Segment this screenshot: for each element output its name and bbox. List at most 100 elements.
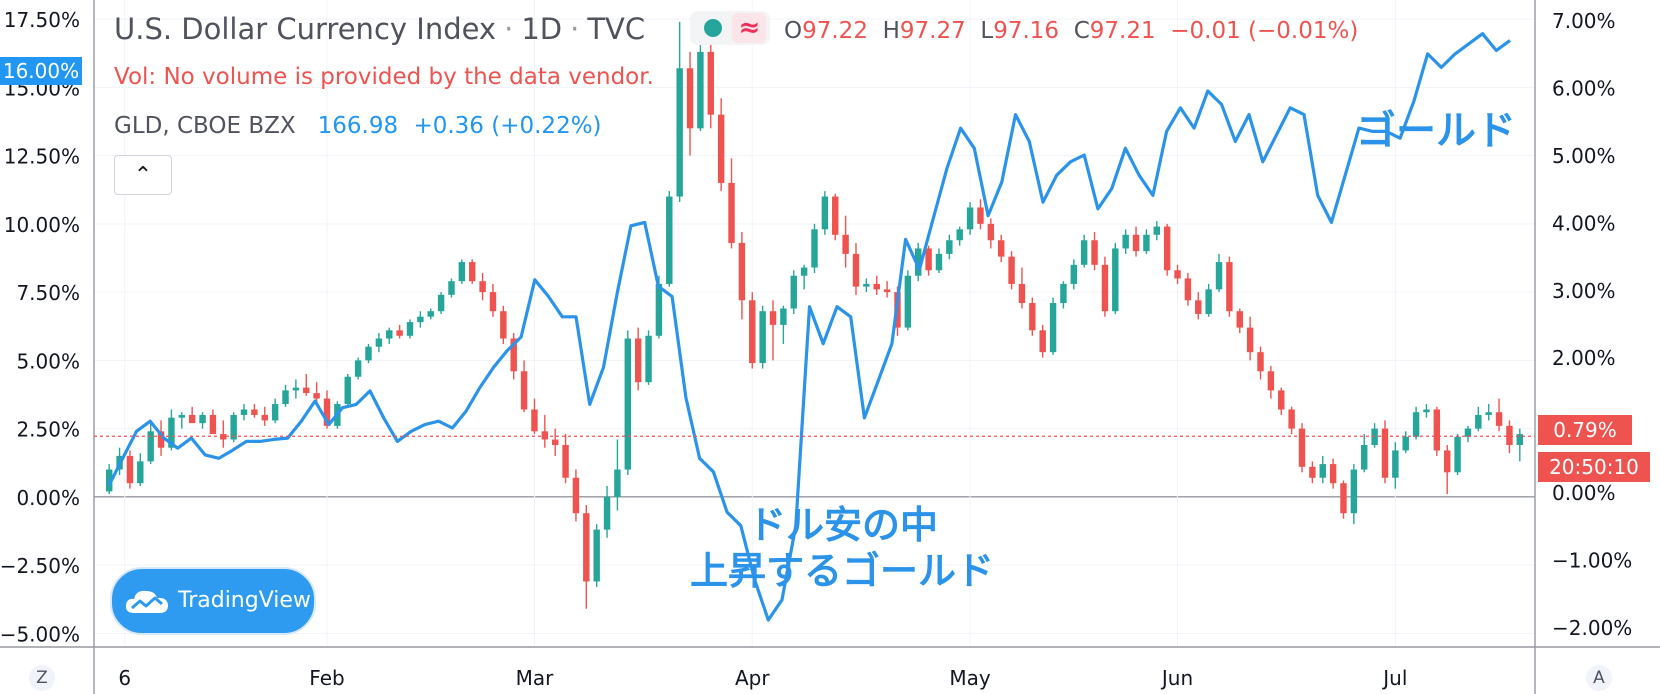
compare-value: 166.98 <box>317 113 399 139</box>
candle-body <box>396 330 403 336</box>
candle-body <box>1215 262 1223 290</box>
candle-body <box>873 283 880 290</box>
market-open-dot-icon <box>704 19 723 37</box>
candle-body <box>510 338 517 372</box>
right-axis-tick-label: 2.00% <box>1552 346 1616 370</box>
candle-body <box>489 292 497 312</box>
candle-body <box>883 289 891 293</box>
compare-symbol-name[interactable]: GLD, CBOE BZX <box>114 113 296 139</box>
candle-body <box>634 338 642 383</box>
right-axis-tick-label: 5.00% <box>1552 144 1616 168</box>
candle-body <box>417 316 424 323</box>
left-axis-tick-label: 10.00% <box>4 213 80 237</box>
candle-body <box>1381 428 1389 478</box>
candle-body <box>427 311 434 317</box>
candle-body <box>1329 464 1337 484</box>
candle-body <box>946 240 953 254</box>
candle-body <box>1309 466 1316 478</box>
candle-body <box>1205 289 1212 314</box>
x-axis-tick-label: Jun <box>1160 666 1193 690</box>
candle-body <box>1454 436 1461 473</box>
candle-body <box>157 431 165 448</box>
candle-body <box>137 461 144 484</box>
gold-rising-annotation: 上昇するゴールド <box>690 549 995 593</box>
collapse-legend-button[interactable]: ⌃ <box>114 155 172 195</box>
tradingview-logo-text: TradingView <box>178 588 311 613</box>
candle-body <box>1112 248 1119 312</box>
candle-body <box>1464 428 1472 437</box>
candle-body <box>769 311 777 325</box>
candle-body <box>105 469 113 492</box>
compare-symbol-row[interactable]: GLD, CBOE BZX 166.98 +0.36 (+0.22%) <box>114 113 602 139</box>
candle-body <box>1433 409 1441 451</box>
candle-body <box>344 376 351 405</box>
candle-body <box>1288 409 1295 429</box>
tradingview-logo[interactable]: TradingView <box>110 567 316 635</box>
exchange-label: TVC <box>587 12 646 46</box>
candle-body <box>1516 434 1524 445</box>
candle-body <box>1443 450 1451 473</box>
candle-body <box>562 444 569 478</box>
candle-body <box>997 240 1005 257</box>
candle-body <box>925 248 932 271</box>
candle-body <box>188 414 196 424</box>
candle-body <box>520 371 528 410</box>
right-axis-tick-label: 3.00% <box>1552 279 1616 303</box>
candle-body <box>1132 234 1140 252</box>
tradingview-cloud-icon <box>125 590 168 613</box>
x-axis-tick-label: Mar <box>516 666 555 690</box>
market-status-chip[interactable]: ≈ <box>690 11 771 45</box>
timezone-button[interactable]: Z <box>29 665 55 691</box>
candle-body <box>303 387 310 394</box>
symbol-title-row[interactable]: U.S. Dollar Currency Index · 1D · TVC ≈ <box>114 11 771 48</box>
candle-body <box>1049 303 1057 353</box>
candle-body <box>1298 428 1306 467</box>
candle-body <box>676 68 683 197</box>
symbol-title[interactable]: U.S. Dollar Currency Index <box>114 12 497 46</box>
candle-body <box>790 275 797 309</box>
gld-line-series <box>107 32 1511 622</box>
candle-body <box>313 393 320 399</box>
candle-body <box>251 409 258 415</box>
candle-body <box>811 229 818 268</box>
candle-body <box>1195 300 1202 314</box>
candle-body <box>240 409 248 415</box>
left-axis-tick-label: 2.50% <box>16 418 80 442</box>
candle-body <box>1402 436 1409 451</box>
candle-body <box>1495 412 1503 426</box>
candle-body <box>821 196 829 230</box>
candle-body <box>458 262 466 282</box>
candle-body <box>603 496 611 530</box>
left-axis-tick-label: −2.50% <box>0 554 80 578</box>
candle-body <box>1226 262 1233 312</box>
candle-body <box>1340 483 1347 514</box>
candle-body <box>697 51 704 129</box>
candle-body <box>1018 283 1026 304</box>
candle-body <box>375 338 383 347</box>
candle-body <box>977 207 984 224</box>
candle-body <box>230 414 237 440</box>
candle-body <box>935 253 943 271</box>
candle-body <box>717 114 725 183</box>
candle-body <box>583 513 590 582</box>
candle-body <box>500 311 507 339</box>
auto-scale-button[interactable]: A <box>1586 665 1612 691</box>
candle-body <box>261 414 268 421</box>
candle-body <box>1350 469 1358 514</box>
candle-body <box>199 414 206 424</box>
candle-body <box>271 404 279 421</box>
x-axis-tick-label: May <box>949 666 991 690</box>
candle-body <box>147 431 154 462</box>
candle-body <box>1475 414 1482 429</box>
candle-body <box>1278 390 1285 410</box>
candle-body <box>1485 412 1492 415</box>
candle-body <box>479 281 486 293</box>
left-axis-tick-label: 0.00% <box>16 486 80 510</box>
candle-body <box>437 294 445 312</box>
candle-body <box>904 275 912 328</box>
interval-label[interactable]: 1D <box>521 12 563 46</box>
candle-body <box>1246 327 1254 353</box>
candle-body <box>1392 450 1399 478</box>
candle-body <box>624 338 632 470</box>
